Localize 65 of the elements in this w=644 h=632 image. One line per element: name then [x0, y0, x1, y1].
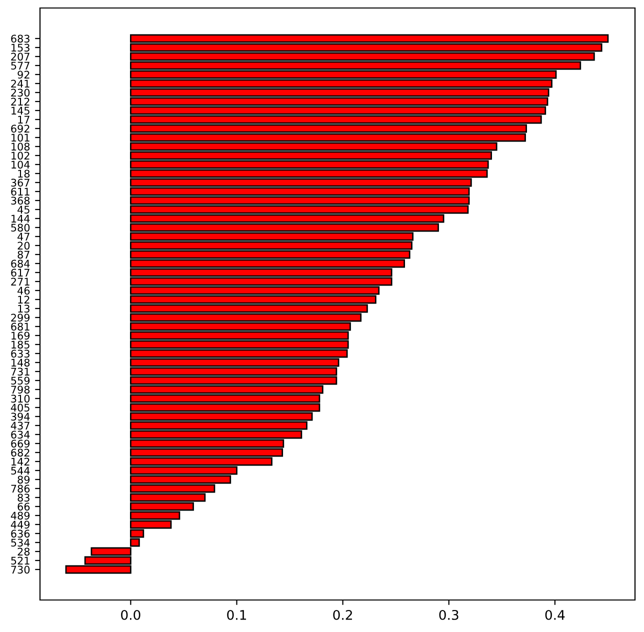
y-tick-label: 682: [11, 448, 30, 457]
x-tick-label: 0.0: [121, 610, 140, 620]
y-tick-label: 299: [11, 314, 30, 322]
y-tick-label: 449: [10, 520, 30, 529]
y-tick-label: 17: [18, 116, 30, 124]
y-tick-label: 45: [18, 206, 30, 214]
y-tick-label: 104: [12, 160, 30, 169]
y-tick-label: 148: [12, 358, 30, 367]
y-tick-label: 633: [11, 350, 30, 358]
y-tick-label: 577: [11, 62, 30, 70]
y-tick-label: 66: [18, 502, 30, 511]
y-tick-label: 611: [11, 188, 30, 196]
y-tick-label: 20: [18, 242, 30, 250]
y-tick-label: 521: [11, 556, 30, 565]
x-tick-label: 0.3: [439, 610, 458, 620]
y-tick-label: 580: [11, 224, 30, 232]
y-tick-label: 684: [11, 260, 30, 268]
y-tick-label: 13: [18, 304, 30, 313]
y-tick-label: 144: [12, 214, 30, 222]
y-tick-label: 92: [18, 70, 30, 79]
y-tick-label: 367: [11, 178, 30, 187]
y-tick-label: 437: [10, 422, 30, 430]
y-tick-label: 394: [11, 412, 30, 421]
y-tick-label: 310: [11, 394, 30, 403]
x-tick-label: 0.1: [227, 610, 246, 620]
y-tick-label: 185: [12, 340, 30, 349]
y-tick-label: 89: [18, 476, 30, 484]
y-tick-label: 12: [18, 296, 30, 304]
y-tick-label: 102: [12, 152, 30, 160]
y-tick-label: 544: [11, 466, 30, 475]
y-tick-label: 786: [11, 484, 30, 493]
y-tick-label: 798: [11, 386, 30, 394]
y-tick-label: 108: [12, 142, 30, 151]
y-tick-label: 681: [11, 322, 30, 331]
y-tick-label: 101: [12, 134, 30, 142]
y-tick-label: 230: [11, 88, 30, 97]
y-tick-label: 207: [11, 52, 30, 61]
y-tick-label: 142: [12, 458, 30, 466]
y-tick-label: 47: [18, 232, 30, 240]
y-tick-label: 145: [12, 106, 30, 115]
y-tick-label: 489: [10, 512, 30, 520]
y-tick-label: 368: [11, 196, 30, 205]
y-tick-label: 153: [12, 44, 30, 52]
y-tick-label: 212: [11, 98, 30, 106]
y-tick-label: 271: [11, 278, 30, 286]
y-tick-label: 18: [18, 170, 30, 178]
y-tick-label: 534: [11, 538, 30, 547]
y-tick-label: 669: [11, 440, 30, 448]
y-tick-label: 636: [11, 530, 30, 538]
y-tick-label: 169: [12, 332, 30, 340]
y-tick-label: 683: [11, 34, 30, 43]
y-tick-label: 617: [11, 268, 30, 277]
y-tick-label: 28: [18, 548, 30, 556]
y-tick-label: 405: [10, 404, 30, 412]
x-tick-label: 0.4: [545, 610, 565, 620]
y-tick-label: 634: [11, 430, 30, 439]
y-tick-label: 730: [11, 566, 30, 574]
y-tick-label: 87: [18, 250, 30, 259]
y-tick-label: 559: [11, 376, 30, 385]
x-tick-label: 0.2: [333, 610, 352, 620]
y-tick-label: 241: [11, 80, 30, 88]
y-tick-label: 83: [18, 494, 30, 502]
y-tick-label: 731: [11, 368, 30, 376]
y-tick-label: 46: [18, 286, 30, 295]
y-tick-label: 692: [11, 124, 30, 133]
